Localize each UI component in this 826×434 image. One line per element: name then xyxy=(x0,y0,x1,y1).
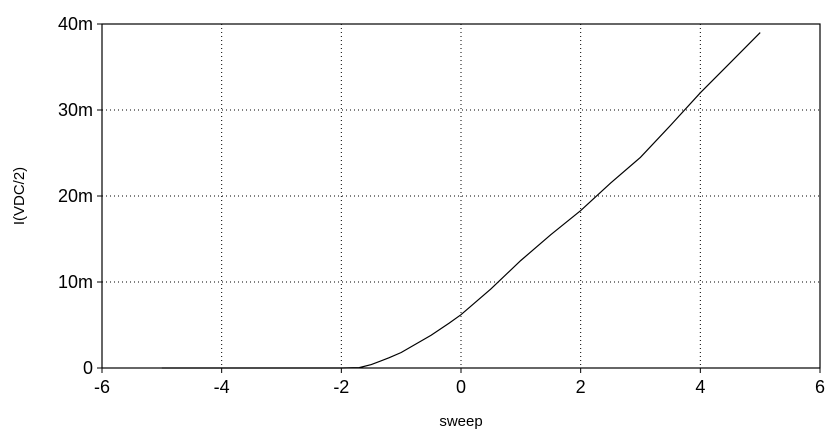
x-tick-label: 4 xyxy=(695,377,705,397)
series-line xyxy=(161,32,761,369)
y-tick-label: 20m xyxy=(58,186,93,206)
x-tick-label: -2 xyxy=(333,377,349,397)
axis-ticks: -6 -4 -2 0 2 4 6 0 10m 20m 30m 40m xyxy=(58,14,825,397)
y-tick-label: 40m xyxy=(58,14,93,34)
y-tick-label: 10m xyxy=(58,272,93,292)
x-tick-label: 2 xyxy=(576,377,586,397)
x-axis-label: sweep xyxy=(439,413,482,430)
y-tick-label: 0 xyxy=(83,358,93,378)
y-axis-label: I(VDC/2) xyxy=(11,167,28,225)
x-tick-label: -4 xyxy=(214,377,230,397)
x-tick-label: -6 xyxy=(94,377,110,397)
x-tick-label: 0 xyxy=(456,377,466,397)
grid xyxy=(102,24,820,368)
y-tick-label: 30m xyxy=(58,100,93,120)
x-tick-label: 6 xyxy=(815,377,825,397)
